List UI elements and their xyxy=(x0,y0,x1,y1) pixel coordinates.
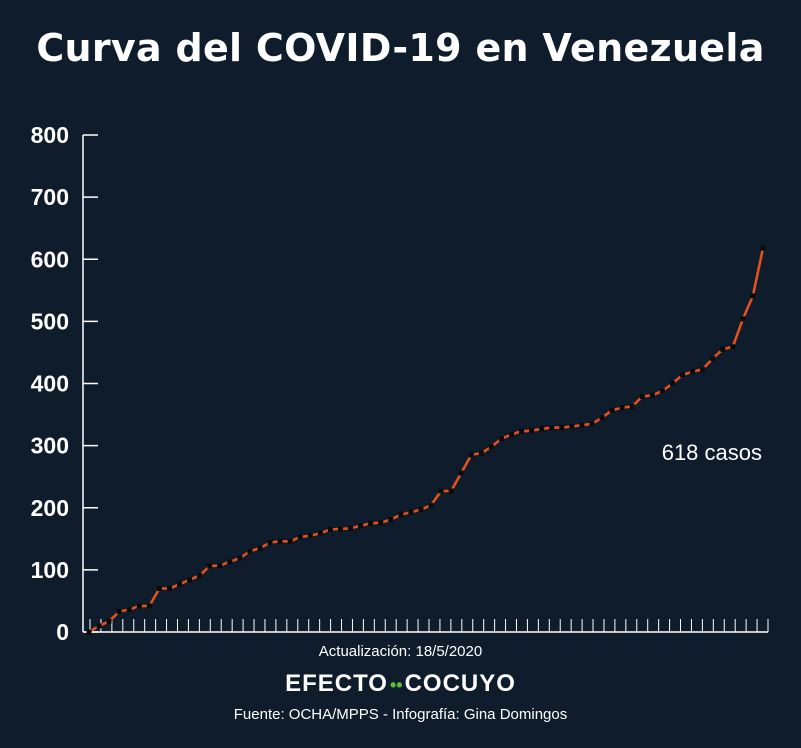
y-tick-label: 400 xyxy=(31,371,69,397)
y-tick-label: 300 xyxy=(31,433,69,459)
data-point xyxy=(358,523,364,529)
y-tick-label: 500 xyxy=(31,308,69,334)
chart-title: Curva del COVID-19 en Venezuela xyxy=(36,26,765,70)
data-point xyxy=(589,421,595,427)
data-point xyxy=(398,512,404,518)
data-point xyxy=(317,530,323,536)
data-point xyxy=(458,470,464,476)
data-point xyxy=(368,520,374,526)
data-point xyxy=(478,450,484,456)
data-point xyxy=(106,618,112,624)
data-point xyxy=(227,559,233,565)
data-point xyxy=(509,431,515,437)
data-point xyxy=(740,316,746,322)
data-point xyxy=(599,415,605,421)
data-point xyxy=(488,444,494,450)
data-point xyxy=(529,428,535,434)
data-point xyxy=(760,245,766,251)
data-point xyxy=(649,392,655,398)
data-point xyxy=(428,502,434,508)
data-point xyxy=(438,488,444,494)
data-point xyxy=(378,520,384,526)
data-point xyxy=(690,369,696,375)
update-date: Actualización: 18/5/2020 xyxy=(318,643,483,660)
data-point xyxy=(388,517,394,523)
brand-logo: EFECTO ••COCUYO xyxy=(0,670,801,698)
data-point xyxy=(619,405,625,411)
data-point xyxy=(539,426,545,432)
x-axis xyxy=(83,619,769,633)
data-point xyxy=(710,356,716,362)
brand-dots: •• xyxy=(389,675,403,695)
data-point xyxy=(700,366,706,372)
y-tick-label: 700 xyxy=(31,184,69,210)
data-point xyxy=(86,629,92,635)
data-point xyxy=(297,534,303,540)
data-point xyxy=(277,538,283,544)
data-point xyxy=(418,507,424,513)
cases-annotation: 618 casos xyxy=(662,440,762,465)
data-point xyxy=(629,403,635,409)
data-point xyxy=(257,545,263,551)
data-point xyxy=(307,533,313,539)
data-point xyxy=(177,581,183,587)
y-tick-label: 100 xyxy=(31,557,69,583)
y-axis: 0 100 200 300 400 500 600 700 800 xyxy=(31,122,98,645)
brand-right: COCUYO xyxy=(404,670,516,697)
data-point xyxy=(156,586,162,592)
data-point xyxy=(609,407,615,413)
data-point xyxy=(126,607,132,613)
data-point xyxy=(639,394,645,400)
data-point xyxy=(187,577,193,583)
data-point xyxy=(579,422,585,428)
y-tick-label: 200 xyxy=(31,495,69,521)
y-tick-label: 800 xyxy=(31,122,69,148)
data-point xyxy=(498,436,504,442)
data-point xyxy=(136,603,142,609)
data-point xyxy=(217,563,223,569)
source-credit: Fuente: OCHA/MPPS - Infografía: Gina Dom… xyxy=(233,706,568,723)
data-point xyxy=(559,425,565,431)
brand-left: EFECTO xyxy=(285,670,388,697)
data-point xyxy=(408,509,414,515)
data-point xyxy=(327,526,333,532)
data-point xyxy=(247,548,253,554)
series-cases xyxy=(86,245,766,635)
data-point xyxy=(720,346,726,352)
data-point xyxy=(267,540,273,546)
data-point xyxy=(207,563,213,569)
data-point xyxy=(468,452,474,458)
data-point xyxy=(730,344,736,350)
data-point xyxy=(96,623,102,629)
data-point xyxy=(348,525,354,531)
data-point xyxy=(569,423,575,429)
data-point xyxy=(237,555,243,561)
data-point xyxy=(448,488,454,494)
data-point xyxy=(659,388,665,394)
data-point xyxy=(680,372,686,378)
y-tick-label: 600 xyxy=(31,246,69,272)
data-point xyxy=(287,538,293,544)
data-point xyxy=(519,428,525,434)
data-point xyxy=(669,381,675,386)
data-point xyxy=(116,608,122,614)
data-point xyxy=(146,603,152,609)
y-tick-label: 0 xyxy=(56,619,69,645)
data-point xyxy=(197,572,203,578)
data-point xyxy=(549,425,555,431)
data-point xyxy=(750,293,756,299)
data-point xyxy=(166,586,172,592)
data-point xyxy=(337,526,343,532)
